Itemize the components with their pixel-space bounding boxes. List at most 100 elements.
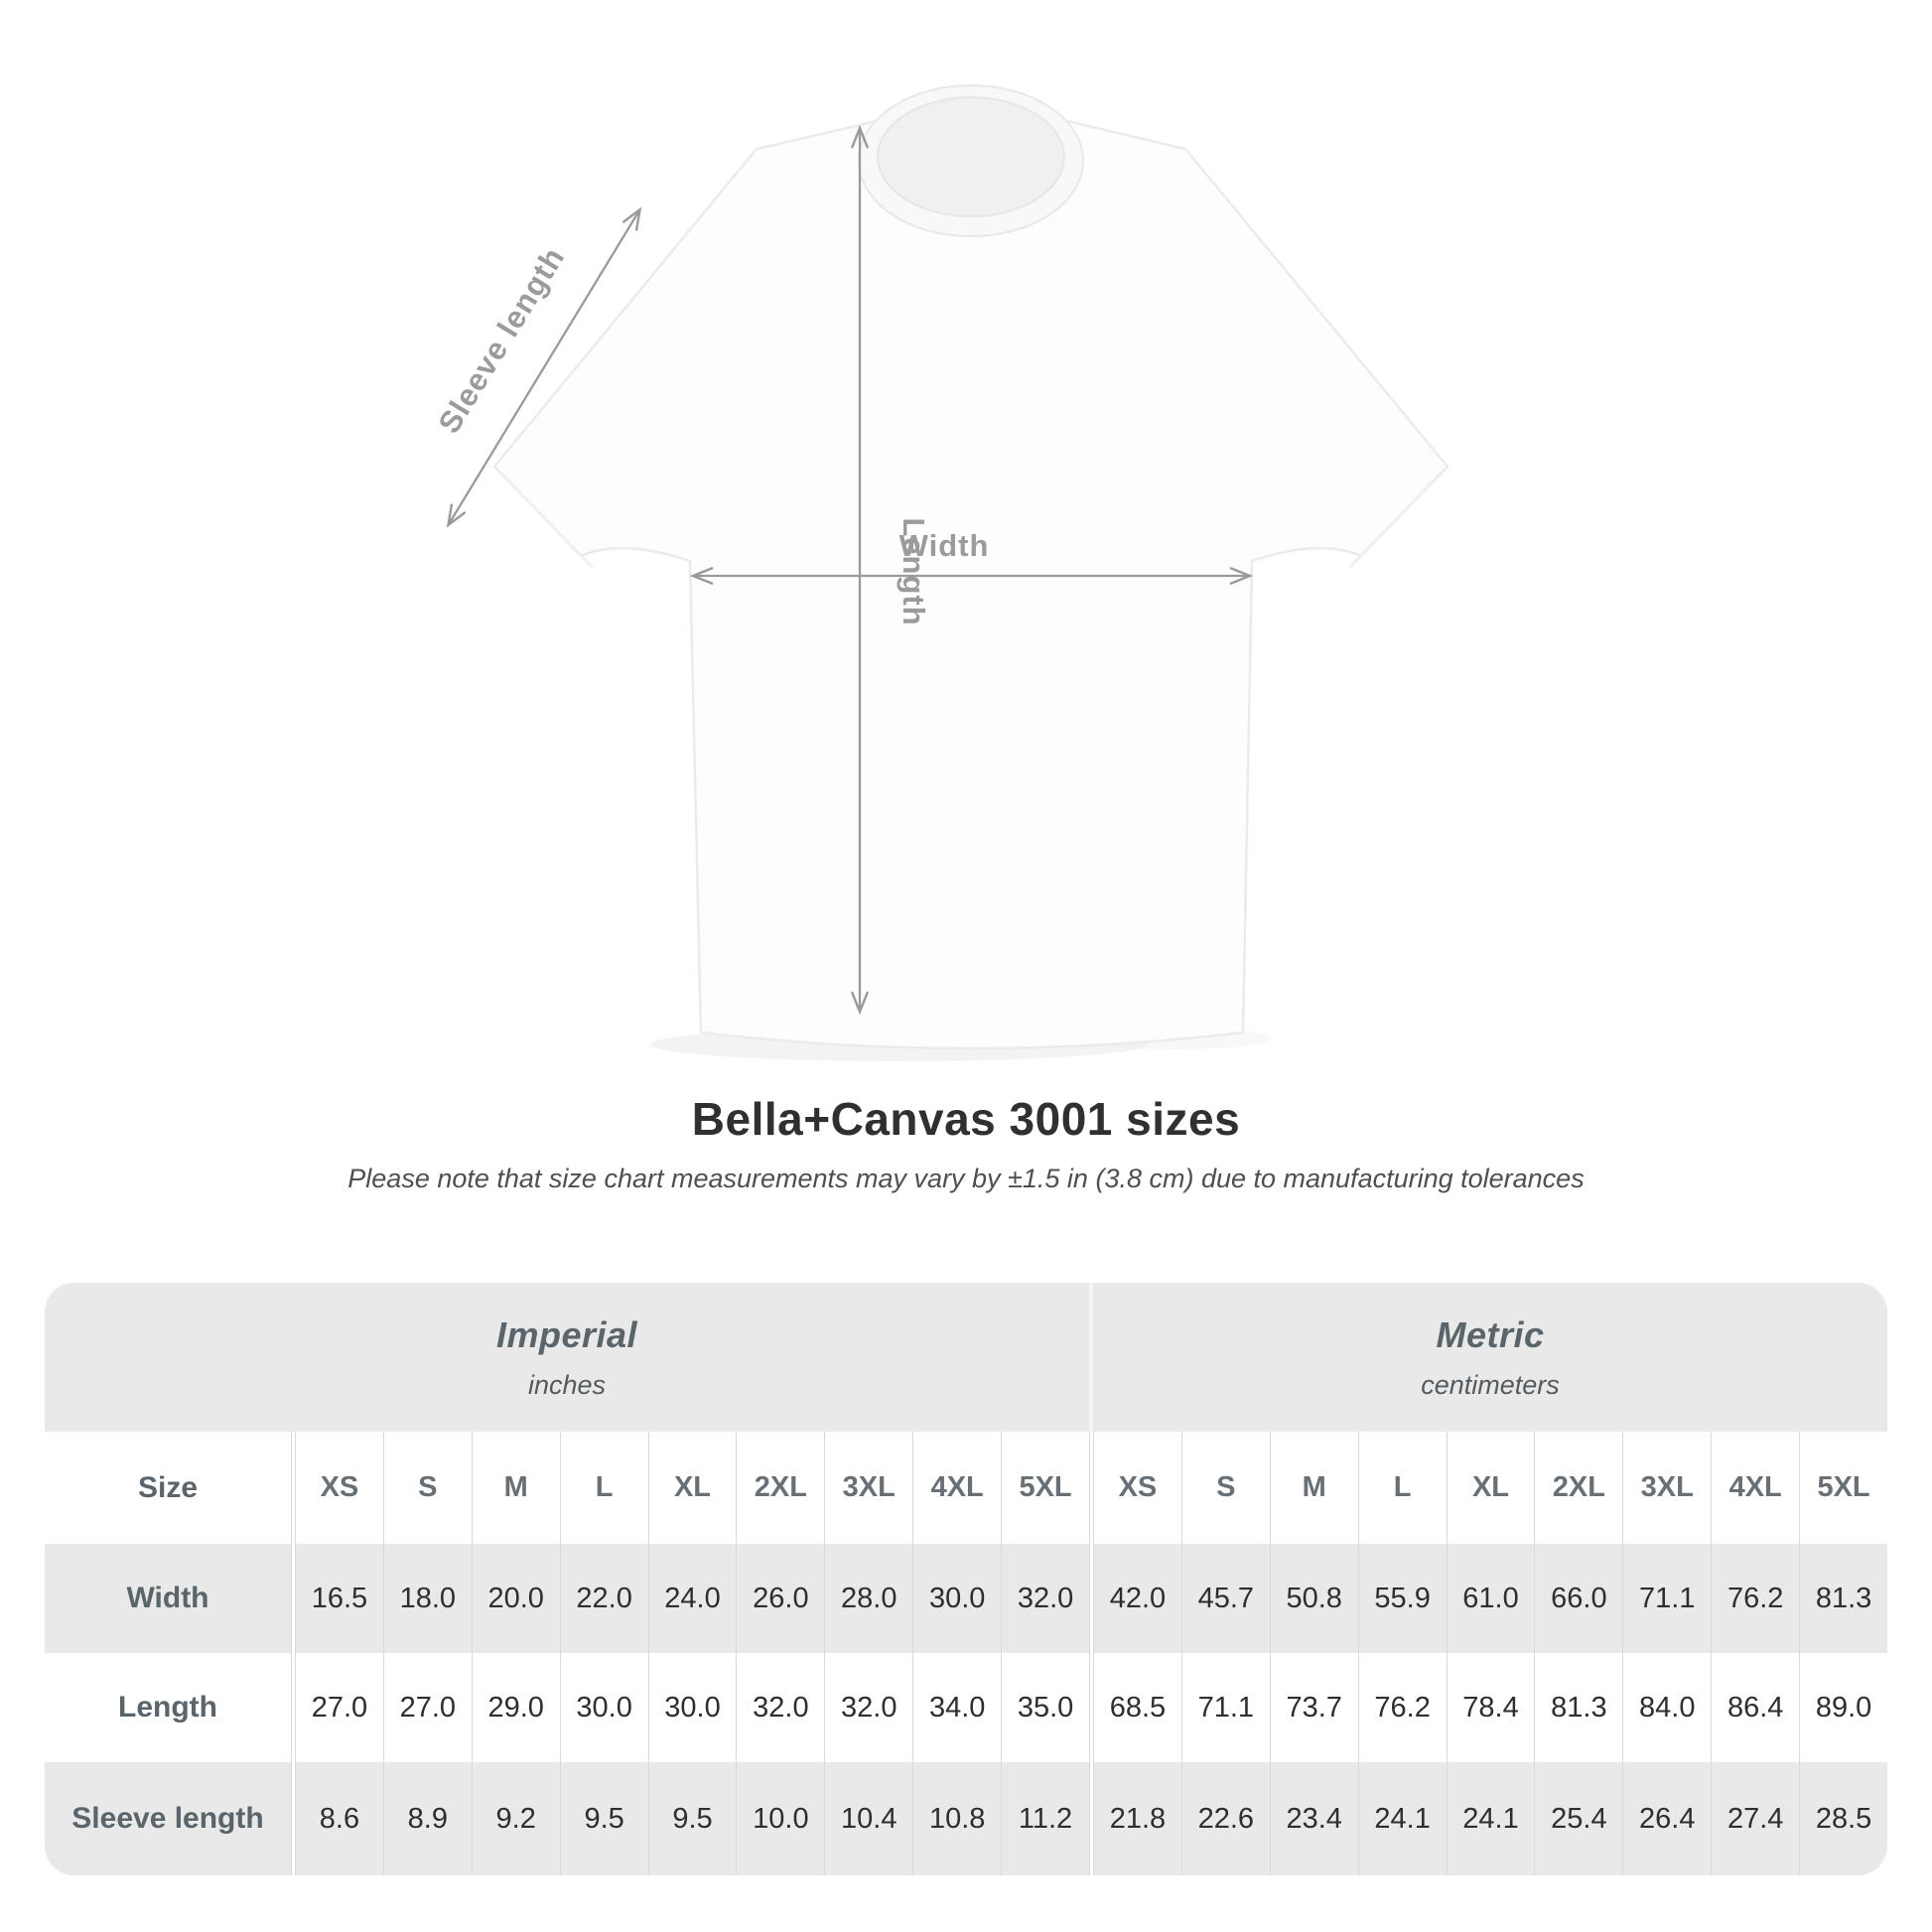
section-divider: [1088, 1432, 1093, 1544]
metric-unit: centimeters: [1421, 1369, 1560, 1400]
collar-opening: [877, 96, 1065, 217]
width-imperial-value: 18.0: [382, 1544, 472, 1653]
length-metric-value: 84.0: [1622, 1653, 1711, 1762]
length-metric-value: 68.5: [1092, 1653, 1181, 1762]
sleeve-imperial-value: 9.5: [647, 1762, 737, 1875]
length-metric-value: 76.2: [1357, 1653, 1447, 1762]
sleeve-metric-value: 26.4: [1622, 1762, 1711, 1875]
heading-block: Bella+Canvas 3001 sizes Please note that…: [0, 1092, 1932, 1194]
imperial-unit: inches: [527, 1369, 607, 1400]
size-header-imperial-m: M: [471, 1432, 560, 1544]
size-header-metric-2xl: 2XL: [1534, 1432, 1622, 1544]
width-metric-value: 81.3: [1799, 1544, 1887, 1653]
length-imperial-value: 35.0: [1001, 1653, 1089, 1762]
size-table: Imperial inches Metric centimeters Size …: [45, 1283, 1887, 1875]
length-imperial-value: 29.0: [471, 1653, 560, 1762]
sleeve-metric-value: 23.4: [1269, 1762, 1358, 1875]
length-metric-value: 78.4: [1446, 1653, 1535, 1762]
sleeve-metric-value: 24.1: [1446, 1762, 1535, 1875]
sleeve-metric-value: 24.1: [1357, 1762, 1447, 1875]
sleeve-imperial-value: 10.0: [736, 1762, 824, 1875]
imperial-group-header: Imperial inches: [45, 1283, 1089, 1432]
size-header-imperial-s: S: [382, 1432, 472, 1544]
tshirt-outline: [492, 108, 1449, 1050]
width-imperial-value: 26.0: [736, 1544, 824, 1653]
width-metric-value: 50.8: [1269, 1544, 1358, 1653]
section-divider: [1089, 1283, 1093, 1432]
table-row-length: Length 27.0 27.0 29.0 30.0 30.0 32.0 32.…: [45, 1653, 1887, 1762]
width-metric-value: 66.0: [1534, 1544, 1622, 1653]
size-header-imperial-xs: XS: [295, 1432, 383, 1544]
sleeve-imperial-value: 8.6: [295, 1762, 383, 1875]
size-header-metric-xl: XL: [1446, 1432, 1535, 1544]
length-metric-value: 81.3: [1534, 1653, 1622, 1762]
width-metric-value: 76.2: [1711, 1544, 1799, 1653]
row-label-sleeve-length: Sleeve length: [71, 1802, 264, 1835]
metric-label: Metric: [1436, 1313, 1545, 1355]
width-metric-value: 42.0: [1092, 1544, 1181, 1653]
size-header-imperial-2xl: 2XL: [736, 1432, 824, 1544]
unit-group-row: Imperial inches Metric centimeters: [45, 1283, 1887, 1432]
table-row-sleeve-length: Sleeve length 8.6 8.9 9.2 9.5 9.5 10.0 1…: [45, 1762, 1887, 1875]
length-metric-value: 86.4: [1711, 1653, 1799, 1762]
width-imperial-value: 20.0: [471, 1544, 560, 1653]
sleeve-imperial-value: 8.9: [382, 1762, 472, 1875]
section-divider: [1088, 1544, 1093, 1653]
section-divider: [1088, 1653, 1093, 1762]
sleeve-imperial-value: 9.2: [471, 1762, 560, 1875]
section-divider: [1088, 1762, 1093, 1875]
sleeve-metric-value: 28.5: [1799, 1762, 1887, 1875]
width-imperial-value: 16.5: [295, 1544, 383, 1653]
section-divider: [291, 1653, 295, 1762]
tshirt-measurement-diagram: Sleeve length Length Width: [432, 84, 1449, 1061]
size-header-metric-5xl: 5XL: [1799, 1432, 1887, 1544]
width-imperial-value: 30.0: [912, 1544, 1001, 1653]
width-label: Width: [899, 528, 990, 563]
length-metric-value: 71.1: [1180, 1653, 1270, 1762]
row-label-length: Length: [118, 1691, 217, 1724]
size-header-imperial-5xl: 5XL: [1001, 1432, 1089, 1544]
width-metric-value: 71.1: [1622, 1544, 1711, 1653]
page-title: Bella+Canvas 3001 sizes: [691, 1093, 1241, 1145]
size-header-metric-l: L: [1357, 1432, 1447, 1544]
sleeve-imperial-value: 10.8: [912, 1762, 1001, 1875]
length-imperial-value: 32.0: [824, 1653, 912, 1762]
tolerance-note: Please note that size chart measurements…: [347, 1164, 1585, 1193]
sleeve-imperial-value: 11.2: [1001, 1762, 1089, 1875]
length-imperial-value: 30.0: [647, 1653, 737, 1762]
size-column-header: Size: [137, 1470, 199, 1504]
section-divider: [291, 1762, 295, 1875]
section-divider: [291, 1432, 295, 1544]
sleeve-imperial-value: 10.4: [824, 1762, 912, 1875]
section-divider: [291, 1544, 295, 1653]
right-sleeve-seam: [1347, 479, 1436, 570]
width-metric-value: 45.7: [1180, 1544, 1270, 1653]
size-header-imperial-xl: XL: [647, 1432, 737, 1544]
length-imperial-value: 27.0: [382, 1653, 472, 1762]
width-imperial-value: 28.0: [824, 1544, 912, 1653]
width-metric-value: 61.0: [1446, 1544, 1535, 1653]
length-imperial-value: 27.0: [295, 1653, 383, 1762]
sleeve-length-arrow: [446, 207, 642, 528]
length-imperial-value: 34.0: [912, 1653, 1001, 1762]
width-metric-value: 55.9: [1357, 1544, 1447, 1653]
width-imperial-value: 22.0: [559, 1544, 648, 1653]
width-imperial-value: 24.0: [647, 1544, 737, 1653]
size-header-imperial-3xl: 3XL: [824, 1432, 912, 1544]
sleeve-metric-value: 22.6: [1180, 1762, 1270, 1875]
sleeve-metric-value: 25.4: [1534, 1762, 1622, 1875]
size-header-metric-4xl: 4XL: [1711, 1432, 1799, 1544]
size-header-metric-3xl: 3XL: [1622, 1432, 1711, 1544]
imperial-label: Imperial: [495, 1313, 638, 1355]
size-header-metric-s: S: [1180, 1432, 1270, 1544]
length-imperial-value: 32.0: [736, 1653, 824, 1762]
row-label-width: Width: [126, 1582, 209, 1614]
size-header-metric-m: M: [1269, 1432, 1358, 1544]
metric-group-header: Metric centimeters: [1093, 1283, 1887, 1432]
sleeve-metric-value: 27.4: [1711, 1762, 1799, 1875]
length-metric-value: 73.7: [1269, 1653, 1358, 1762]
width-imperial-value: 32.0: [1001, 1544, 1089, 1653]
length-label: Length: [897, 517, 931, 625]
size-header-metric-xs: XS: [1092, 1432, 1181, 1544]
